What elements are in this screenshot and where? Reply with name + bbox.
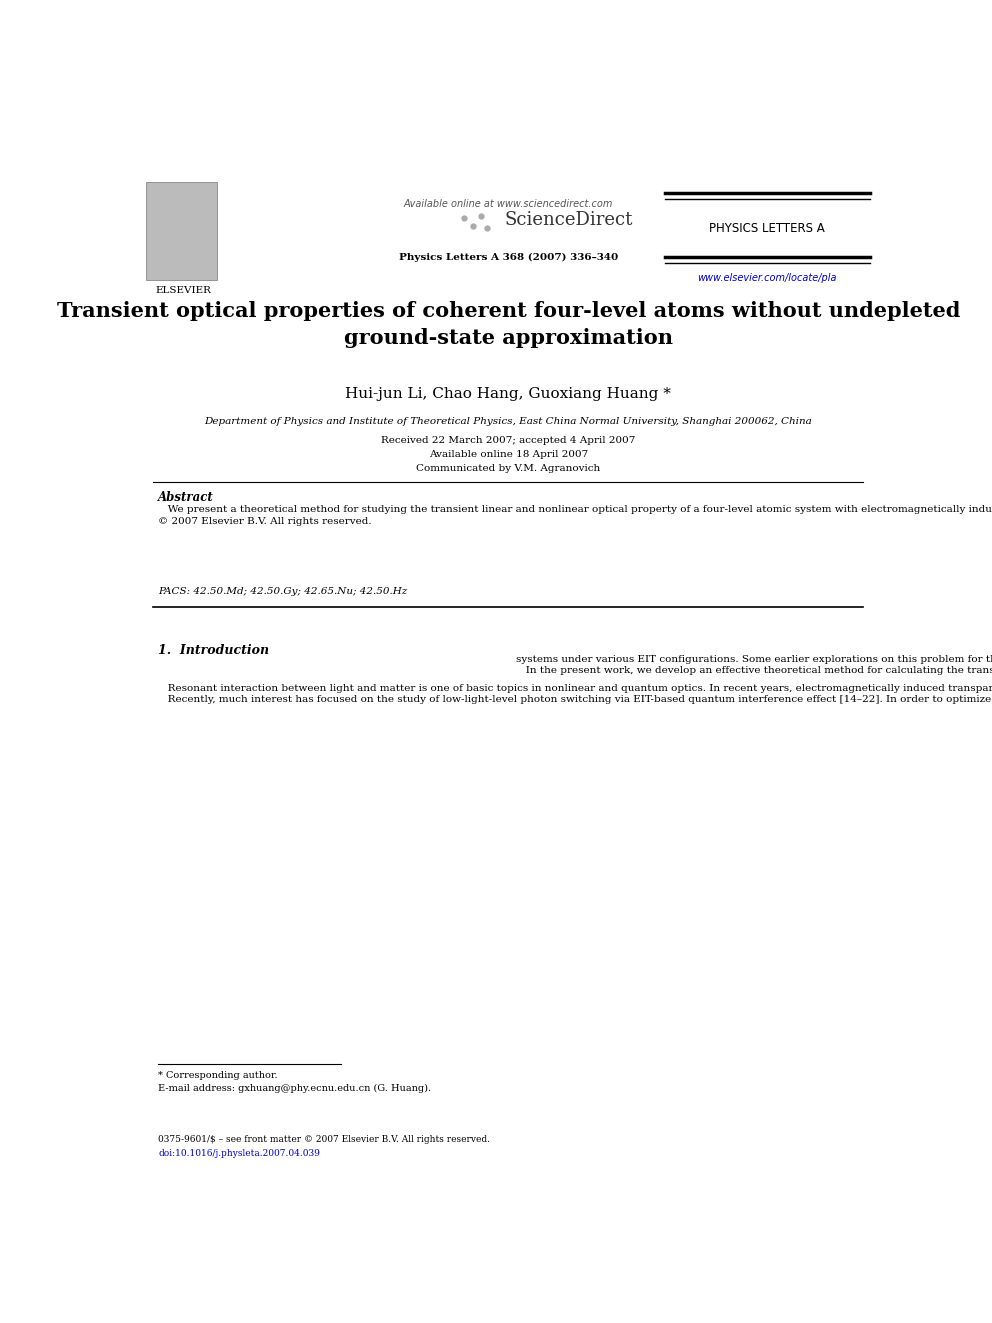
Text: ELSEVIER: ELSEVIER	[156, 286, 211, 295]
Text: 1.  Introduction: 1. Introduction	[158, 644, 269, 656]
Text: Communicated by V.M. Agranovich: Communicated by V.M. Agranovich	[417, 463, 600, 472]
Text: systems under various EIT configurations. Some earlier explorations on this prob: systems under various EIT configurations…	[516, 655, 992, 675]
Text: Department of Physics and Institute of Theoretical Physics, East China Normal Un: Department of Physics and Institute of T…	[204, 417, 812, 426]
Text: Received 22 March 2007; accepted 4 April 2007: Received 22 March 2007; accepted 4 April…	[381, 437, 636, 445]
Text: * Corresponding author.: * Corresponding author.	[158, 1072, 278, 1080]
Text: E-mail address: gxhuang@phy.ecnu.edu.cn (G. Huang).: E-mail address: gxhuang@phy.ecnu.edu.cn …	[158, 1085, 432, 1093]
FancyBboxPatch shape	[146, 181, 217, 280]
Text: PACS: 42.50.Md; 42.50.Gy; 42.65.Nu; 42.50.Hz: PACS: 42.50.Md; 42.50.Gy; 42.65.Nu; 42.5…	[158, 587, 408, 595]
Text: Available online 18 April 2007: Available online 18 April 2007	[429, 450, 588, 459]
Text: We present a theoretical method for studying the transient linear and nonlinear : We present a theoretical method for stud…	[158, 505, 992, 525]
Text: 0375-9601/$ – see front matter © 2007 Elsevier B.V. All rights reserved.: 0375-9601/$ – see front matter © 2007 El…	[158, 1135, 490, 1144]
Text: Hui-jun Li, Chao Hang, Guoxiang Huang *: Hui-jun Li, Chao Hang, Guoxiang Huang *	[345, 388, 672, 401]
Text: Available online at www.sciencedirect.com: Available online at www.sciencedirect.co…	[404, 198, 613, 209]
Text: PHYSICS LETTERS A: PHYSICS LETTERS A	[709, 222, 825, 235]
Text: doi:10.1016/j.physleta.2007.04.039: doi:10.1016/j.physleta.2007.04.039	[158, 1148, 320, 1158]
Text: Transient optical properties of coherent four-level atoms without undepleted
gro: Transient optical properties of coherent…	[57, 302, 960, 348]
Text: Physics Letters A 368 (2007) 336–340: Physics Letters A 368 (2007) 336–340	[399, 253, 618, 262]
Text: ScienceDirect: ScienceDirect	[505, 210, 633, 229]
Text: Abstract: Abstract	[158, 491, 214, 504]
Text: Resonant interaction between light and matter is one of basic topics in nonlinea: Resonant interaction between light and m…	[158, 684, 992, 704]
Text: www.elsevier.com/locate/pla: www.elsevier.com/locate/pla	[697, 273, 837, 283]
